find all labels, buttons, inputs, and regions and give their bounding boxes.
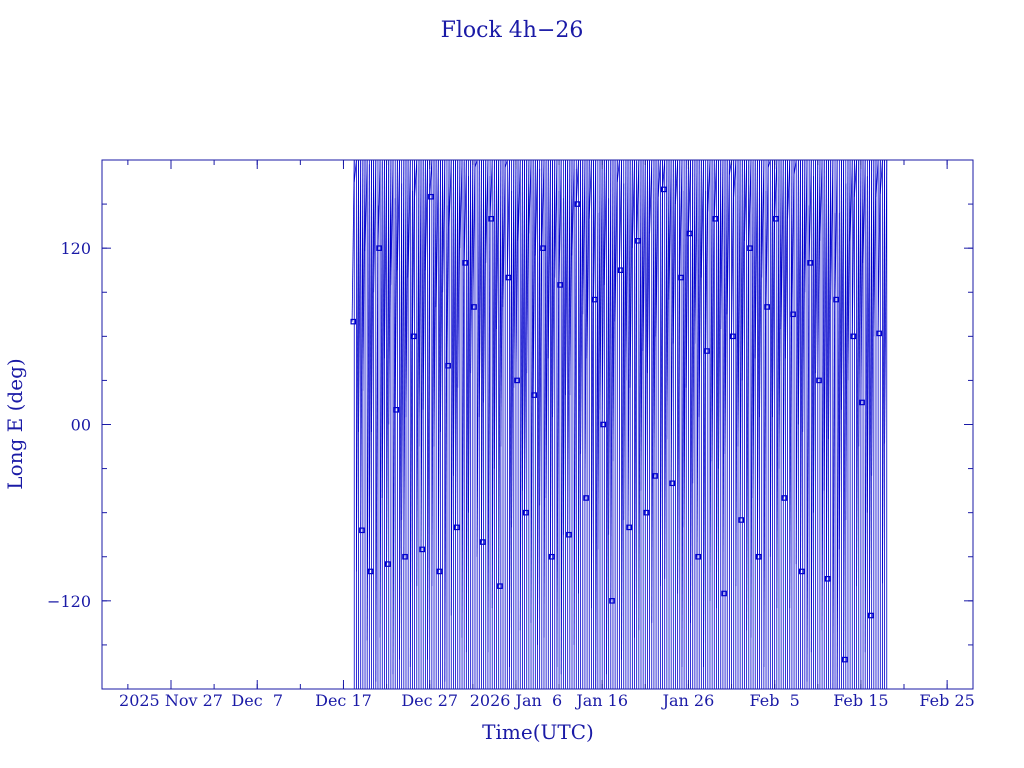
data-point	[617, 267, 624, 274]
data-point	[721, 590, 727, 597]
series-traces	[351, 160, 888, 689]
data-point	[350, 318, 357, 325]
data-point	[876, 330, 883, 337]
x-tick-label: Jan 16	[574, 691, 628, 710]
x-tick-label: 2026 Jan 6	[470, 691, 562, 710]
data-point	[410, 333, 417, 340]
y-tick-label: −120	[47, 592, 91, 611]
data-point	[729, 333, 736, 340]
data-point	[807, 260, 814, 266]
data-point	[686, 230, 693, 237]
data-point	[695, 553, 702, 560]
data-point	[669, 480, 676, 487]
x-tick-label: Dec 7	[231, 691, 283, 710]
data-point	[419, 546, 426, 553]
x-axis-label: Time(UTC)	[482, 720, 594, 744]
x-tick-label: Feb 15	[833, 691, 888, 710]
data-point	[738, 517, 745, 523]
data-point	[436, 568, 443, 575]
data-point	[609, 598, 615, 604]
y-tick-label: 120	[60, 239, 91, 258]
data-point	[867, 612, 874, 619]
data-point	[531, 392, 538, 398]
data-point	[850, 333, 857, 340]
data-point	[445, 362, 451, 369]
data-point	[660, 186, 667, 193]
x-tick-labels: 2025 Nov 27 Dec 7 Dec 17 Dec 27 2026 Jan 6 Ja…	[119, 691, 975, 710]
data-point	[557, 282, 564, 288]
data-point	[747, 245, 753, 251]
axis-ticks	[102, 159, 973, 690]
y-tick-label: 00	[71, 416, 91, 435]
data-point	[842, 656, 848, 663]
data-point	[428, 193, 434, 200]
data-point	[781, 495, 788, 501]
x-tick-label: Dec 17	[315, 691, 372, 710]
data-point	[367, 568, 374, 575]
data-point	[635, 238, 641, 244]
data-point	[376, 245, 382, 251]
y-axis-label: Long E (deg)	[3, 358, 27, 489]
data-point	[816, 377, 822, 384]
x-tick-label: Feb 25	[919, 691, 974, 710]
data-point	[453, 524, 460, 531]
data-point	[704, 348, 710, 354]
x-tick-label: Jan 26	[661, 691, 715, 710]
plot-frame	[101, 159, 974, 690]
data-point	[755, 553, 762, 560]
data-point	[479, 539, 486, 545]
data-point	[600, 421, 607, 428]
data-point	[773, 215, 779, 222]
data-point	[548, 553, 555, 560]
data-point	[497, 583, 503, 589]
data-point	[505, 274, 512, 281]
data-point	[643, 509, 650, 516]
data-point	[384, 561, 391, 567]
data-point	[402, 553, 408, 560]
data-point	[574, 201, 581, 207]
data-point	[488, 215, 495, 222]
data-point	[859, 399, 865, 406]
y-tick-labels: −120 00 120	[47, 239, 91, 611]
data-point	[540, 245, 546, 251]
data-point	[359, 527, 365, 534]
data-point	[522, 509, 529, 516]
data-point	[790, 311, 796, 318]
data-point	[824, 575, 831, 582]
data-point	[678, 274, 684, 281]
chart-title: Flock 4h−26	[441, 18, 584, 43]
x-tick-label: Dec 27	[401, 691, 458, 710]
data-point	[712, 215, 719, 222]
data-point	[583, 495, 589, 501]
data-point	[393, 407, 400, 413]
data-point	[652, 473, 658, 479]
data-point	[462, 260, 469, 266]
data-point	[798, 568, 805, 575]
series-markers	[350, 186, 883, 663]
x-tick-label: 2025 Nov 27	[119, 691, 223, 710]
data-point	[764, 304, 771, 310]
data-point	[566, 531, 572, 538]
x-tick-label: Feb 5	[750, 691, 800, 710]
data-point	[626, 524, 633, 531]
data-point	[471, 304, 477, 310]
data-point	[833, 296, 840, 303]
data-point	[514, 377, 520, 384]
data-point	[591, 296, 598, 303]
